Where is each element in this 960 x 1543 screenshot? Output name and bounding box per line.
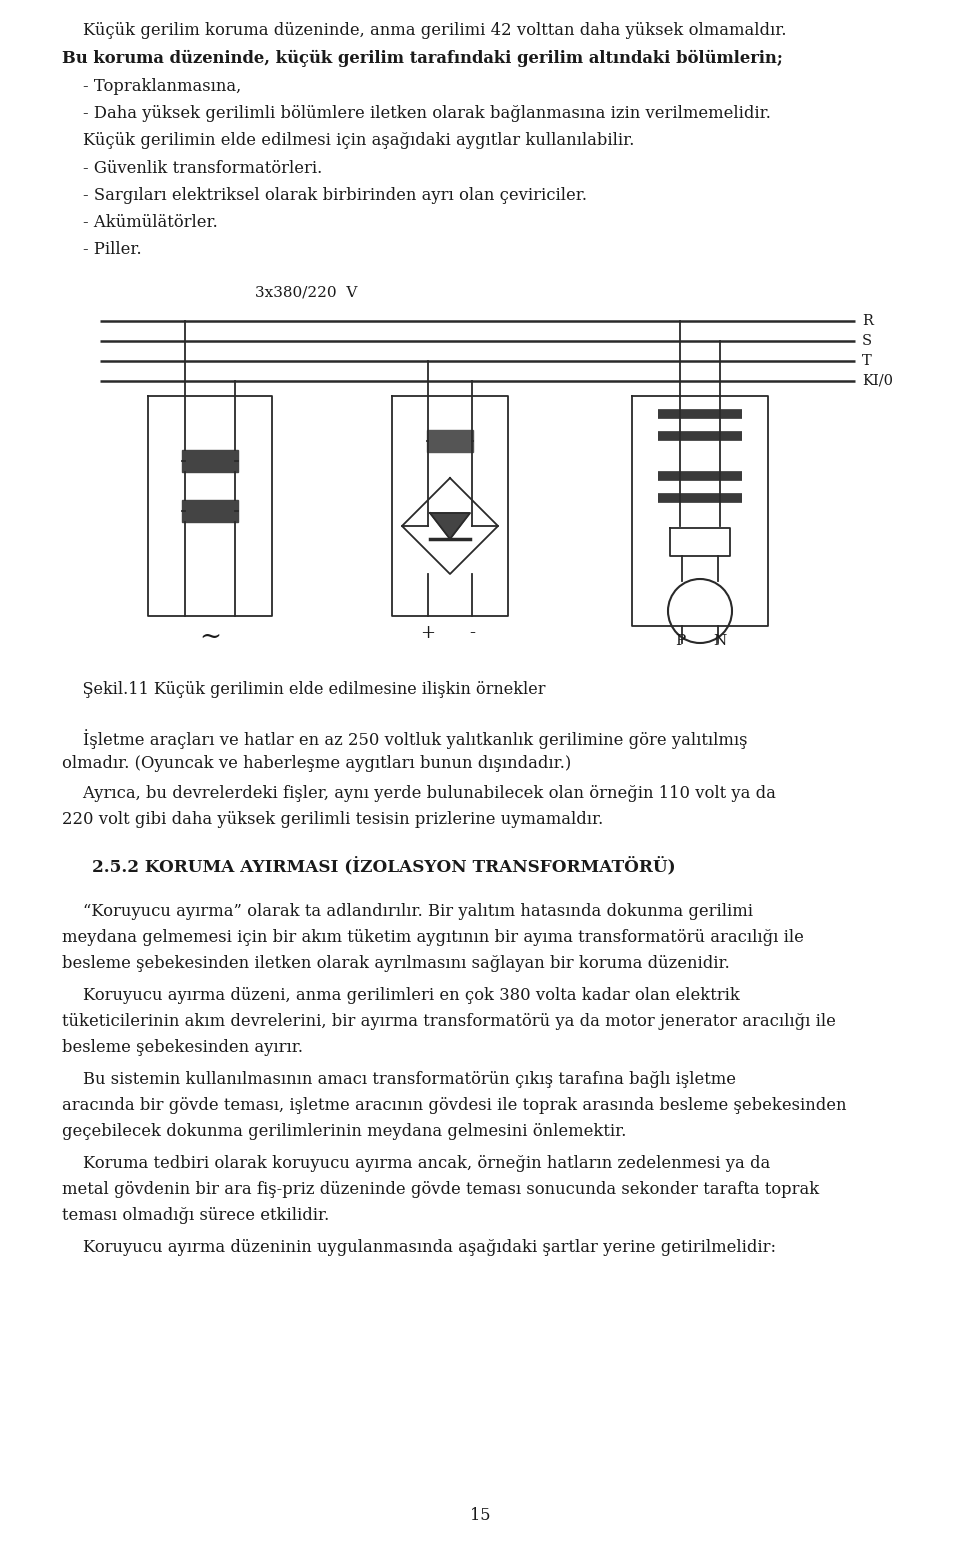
Text: KI/0: KI/0 — [862, 373, 893, 387]
Text: 220 volt gibi daha yüksek gerilimli tesisin prizlerine uymamaldır.: 220 volt gibi daha yüksek gerilimli tesi… — [62, 812, 603, 829]
Text: R: R — [862, 313, 873, 329]
Bar — [182, 500, 238, 522]
Text: besleme şebekesinden iletken olarak ayrılmasını sağlayan bir koruma düzenidir.: besleme şebekesinden iletken olarak ayrı… — [62, 955, 730, 972]
Text: geçebilecek dokunma gerilimlerinin meydana gelmesini önlemektir.: geçebilecek dokunma gerilimlerinin meyda… — [62, 1123, 626, 1140]
Text: meydana gelmemesi için bir akım tüketim aygıtının bir ayıma transformatörü aracı: meydana gelmemesi için bir akım tüketim … — [62, 929, 804, 946]
Text: aracında bir gövde teması, işletme aracının gövdesi ile toprak arasında besleme : aracında bir gövde teması, işletme aracı… — [62, 1097, 847, 1114]
Text: +: + — [420, 623, 436, 642]
Text: Bu koruma düzeninde, küçük gerilim tarafındaki gerilim altındaki bölümlerin;: Bu koruma düzeninde, küçük gerilim taraf… — [62, 49, 782, 68]
Text: Şekil.11 Küçük gerilimin elde edilmesine ilişkin örnekler: Şekil.11 Küçük gerilimin elde edilmesine… — [62, 680, 545, 697]
Text: Ayrıca, bu devrelerdeki fişler, aynı yerde bulunabilecek olan örneğin 110 volt y: Ayrıca, bu devrelerdeki fişler, aynı yer… — [62, 785, 776, 802]
Text: - Sargıları elektriksel olarak birbirinden ayrı olan çeviriciler.: - Sargıları elektriksel olarak birbirind… — [62, 187, 587, 204]
Text: Koruma tedbiri olarak koruyucu ayırma ancak, örneğin hatların zedelenmesi ya da: Koruma tedbiri olarak koruyucu ayırma an… — [62, 1156, 770, 1173]
Text: - Topraklanmasına,: - Topraklanmasına, — [62, 79, 241, 96]
Text: Küçük gerilimin elde edilmesi için aşağıdaki aygıtlar kullanılabilir.: Küçük gerilimin elde edilmesi için aşağı… — [62, 133, 635, 150]
Text: - Akümülätörler.: - Akümülätörler. — [62, 214, 218, 231]
Text: S: S — [862, 333, 872, 349]
Text: metal gövdenin bir ara fiş-priz düzeninde gövde teması sonucunda sekonder taraft: metal gövdenin bir ara fiş-priz düzenind… — [62, 1180, 819, 1197]
Polygon shape — [430, 512, 470, 539]
Text: Bu sistemin kullanılmasının amacı transformatörün çıkış tarafına bağlı işletme: Bu sistemin kullanılmasının amacı transf… — [62, 1071, 736, 1088]
Text: 3x380/220  V: 3x380/220 V — [255, 285, 357, 299]
Text: T: T — [862, 353, 872, 367]
Text: Koruyucu ayırma düzeni, anma gerilimleri en çok 380 volta kadar olan elektrik: Koruyucu ayırma düzeni, anma gerilimleri… — [62, 988, 740, 1004]
Text: N: N — [713, 634, 727, 648]
Text: teması olmadığı sürece etkilidir.: teması olmadığı sürece etkilidir. — [62, 1207, 329, 1224]
Text: “Koruyucu ayırma” olarak ta adlandırılır. Bir yalıtım hatasında dokunma gerilimi: “Koruyucu ayırma” olarak ta adlandırılır… — [62, 903, 753, 920]
Text: P: P — [675, 634, 685, 648]
Text: Küçük gerilim koruma düzeninde, anma gerilimi 42 volttan daha yüksek olmamaldır.: Küçük gerilim koruma düzeninde, anma ger… — [62, 22, 786, 39]
Text: 15: 15 — [469, 1506, 491, 1523]
Text: olmadır. (Oyuncak ve haberleşme aygıtları bunun dışındadır.): olmadır. (Oyuncak ve haberleşme aygıtlar… — [62, 755, 571, 772]
Bar — [427, 430, 473, 452]
Text: ~: ~ — [199, 623, 221, 650]
Text: 2.5.2 KORUMA AYIRMASI (İZOLASYON TRANSFORMATÖRÜ): 2.5.2 KORUMA AYIRMASI (İZOLASYON TRANSFO… — [92, 856, 676, 875]
Text: - Daha yüksek gerilimli bölümlere iletken olarak bağlanmasına izin verilmemelidi: - Daha yüksek gerilimli bölümlere iletke… — [62, 105, 771, 122]
Text: -: - — [469, 623, 475, 642]
Text: - Piller.: - Piller. — [62, 241, 142, 258]
Text: - Güvenlik transformatörleri.: - Güvenlik transformatörleri. — [62, 160, 323, 177]
Text: Koruyucu ayırma düzeninin uygulanmasında aşağıdaki şartlar yerine getirilmelidir: Koruyucu ayırma düzeninin uygulanmasında… — [62, 1239, 776, 1256]
Text: tüketicilerinin akım devrelerini, bir ayırma transformatörü ya da motor jenerato: tüketicilerinin akım devrelerini, bir ay… — [62, 1014, 836, 1031]
Text: besleme şebekesinden ayırır.: besleme şebekesinden ayırır. — [62, 1038, 303, 1055]
Text: İşletme araçları ve hatlar en az 250 voltluk yalıtkanlık gerilimine göre yalıtıl: İşletme araçları ve hatlar en az 250 vol… — [62, 728, 748, 748]
Bar — [182, 451, 238, 472]
